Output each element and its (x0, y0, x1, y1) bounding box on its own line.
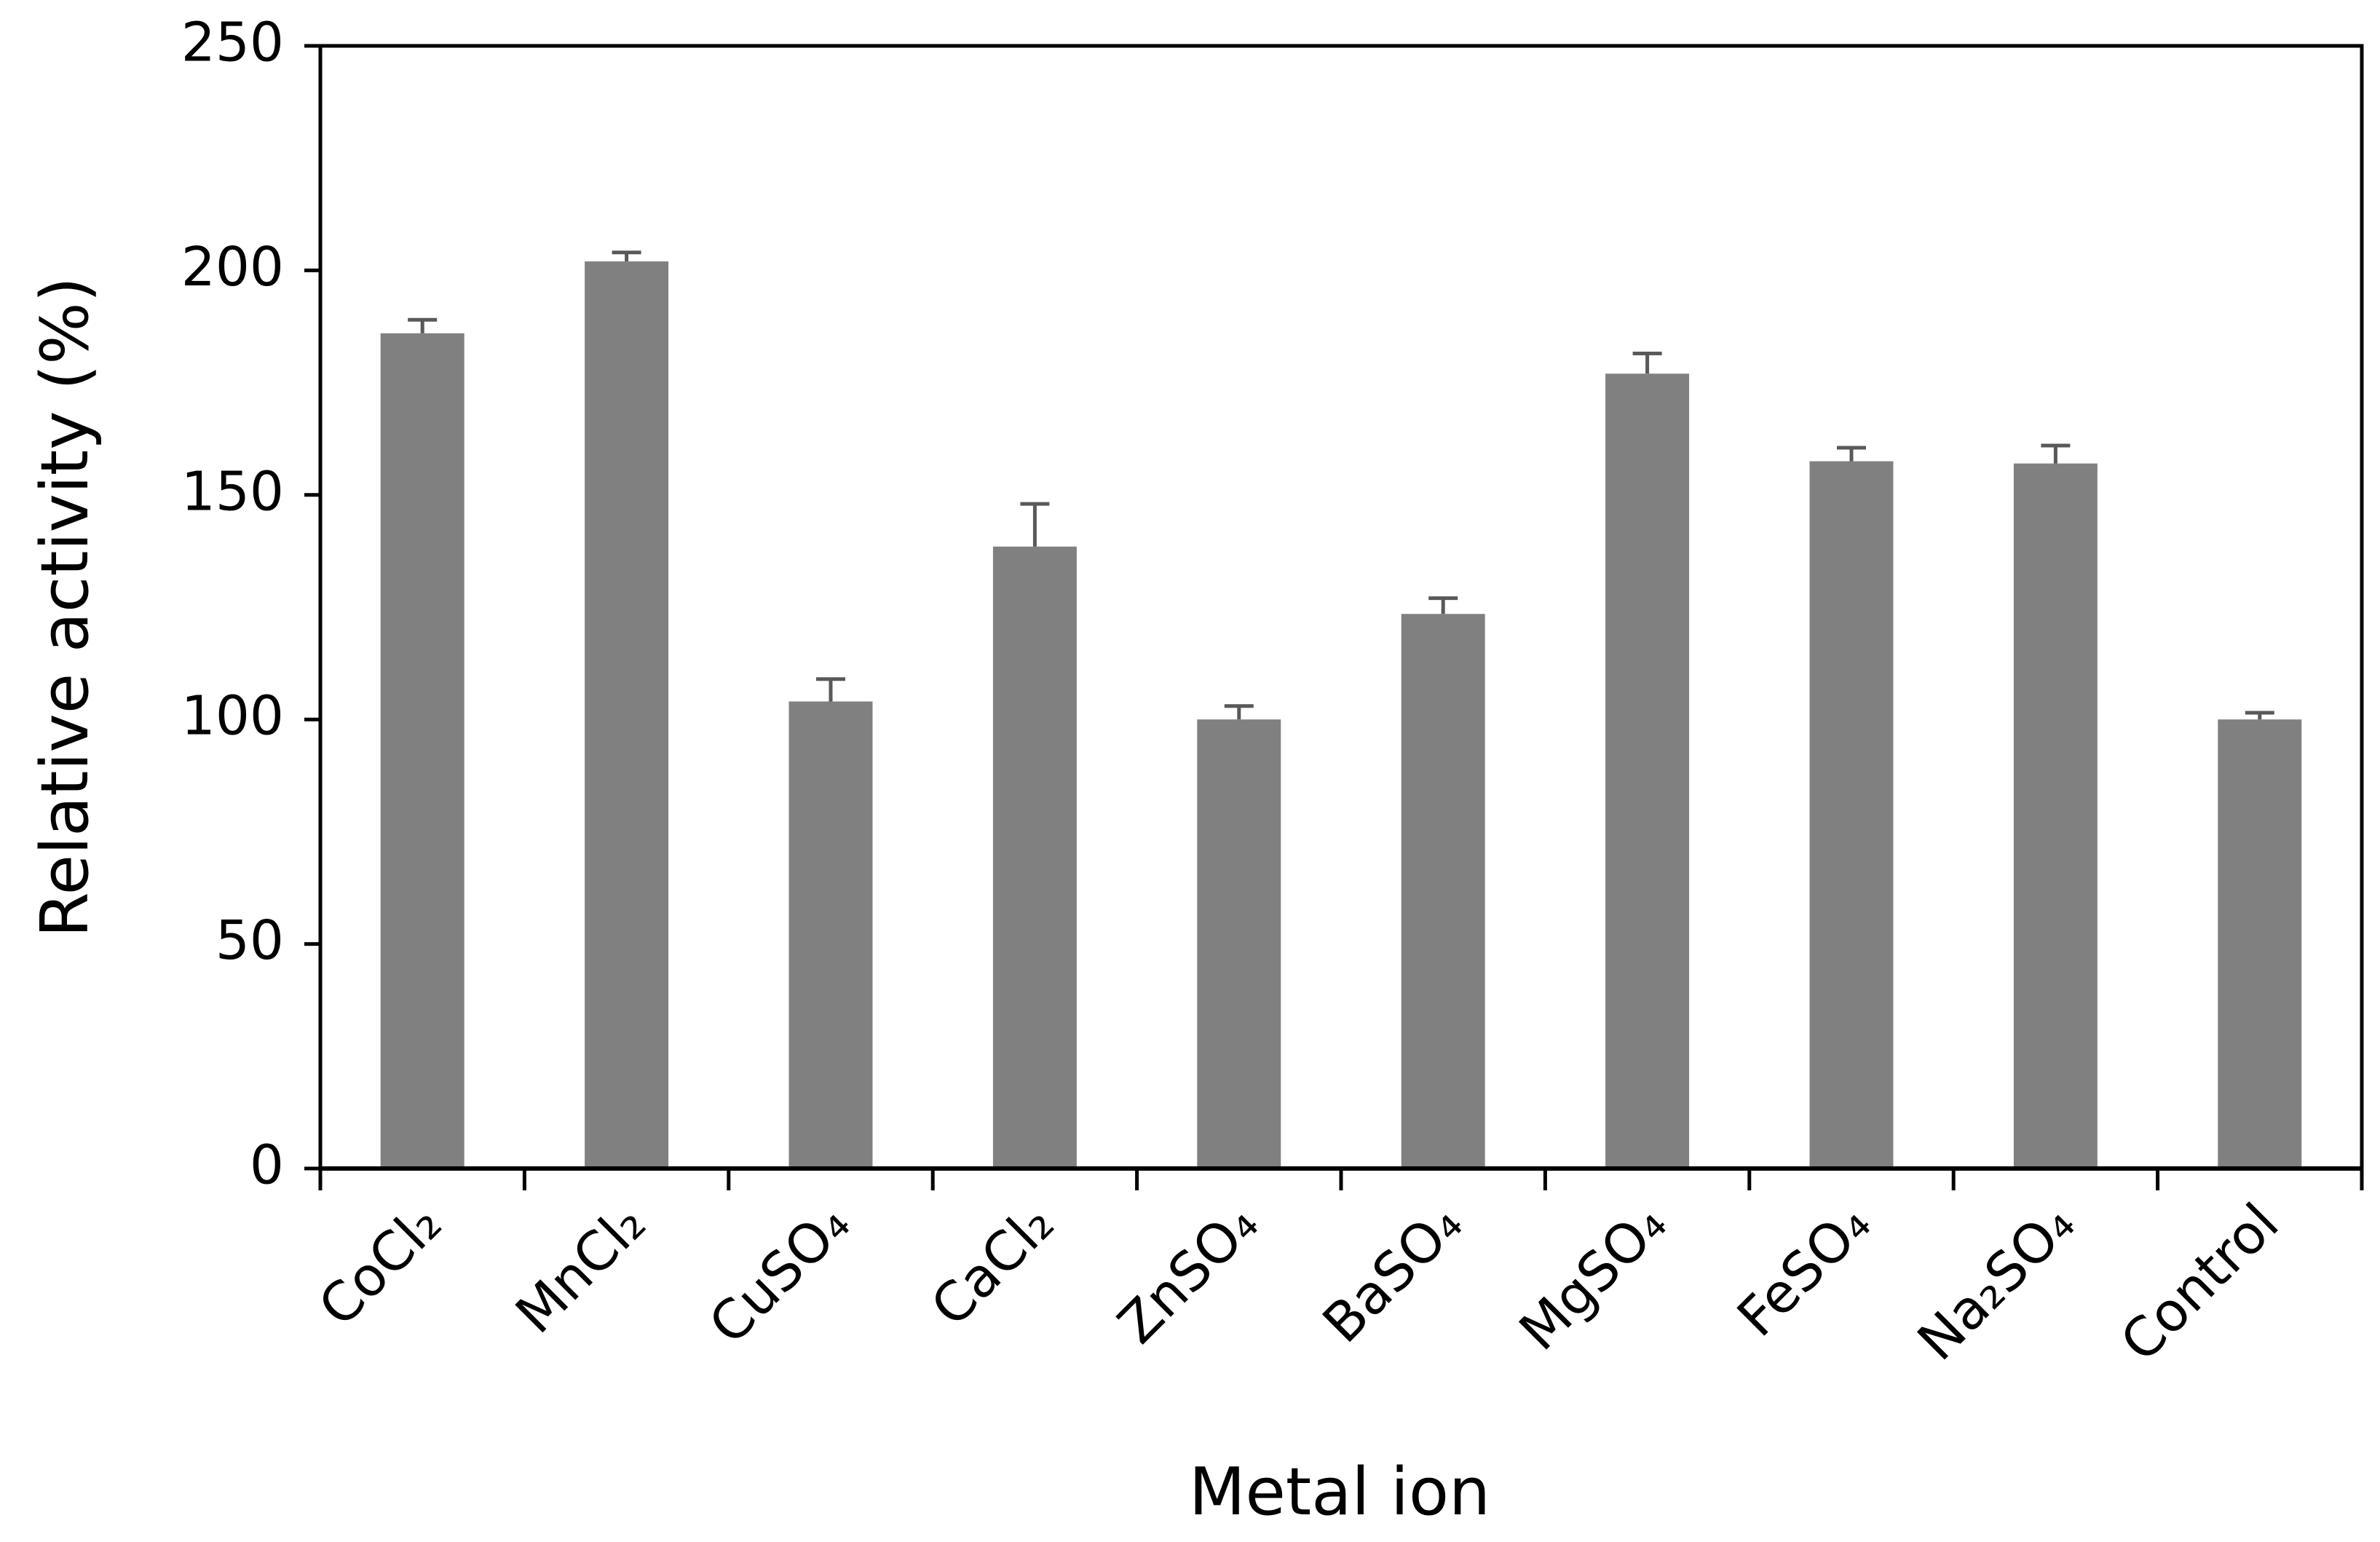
y-tick-label: 100 (181, 685, 284, 748)
y-axis-title: Relative activity (%) (27, 277, 103, 938)
x-tick-label: ZnSO₄ (1106, 1192, 1270, 1356)
x-tick-label: CuSO₄ (697, 1192, 862, 1356)
bar (992, 546, 1077, 1169)
error-bar (2245, 711, 2274, 720)
error-bar (816, 677, 845, 702)
x-tick-label: MgSO₄ (1508, 1192, 1679, 1363)
x-tick-label: CoCl₂ (307, 1192, 454, 1338)
x-tick-label: Control (2109, 1192, 2291, 1374)
bar (380, 333, 464, 1169)
bar (1197, 719, 1281, 1169)
y-tick-label: 250 (181, 12, 284, 74)
error-bar (1224, 704, 1254, 720)
error-bar (1632, 352, 1662, 374)
bar (788, 701, 873, 1169)
error-bar (1428, 596, 1458, 614)
bar (1809, 461, 1894, 1169)
y-tick-label: 150 (181, 460, 284, 523)
x-tick-label: MnCl₂ (504, 1192, 657, 1345)
x-tick-label: Na₂SO₄ (1906, 1192, 2087, 1372)
bar (1605, 373, 1690, 1169)
bar (2013, 463, 2098, 1169)
error-bar (408, 317, 438, 333)
bar (2218, 719, 2302, 1169)
x-tick-label: BaSO₄ (1311, 1192, 1474, 1355)
x-tick-label: FeSO₄ (1725, 1192, 1883, 1349)
y-tick-label: 0 (250, 1134, 284, 1197)
error-bar (612, 250, 641, 262)
error-bar (2041, 443, 2071, 464)
y-tick-label: 200 (181, 236, 284, 298)
x-axis-title: Metal ion (1189, 1454, 1490, 1530)
bar (1401, 614, 1485, 1169)
y-tick-label: 50 (216, 909, 284, 972)
error-bar (1837, 446, 1866, 462)
x-tick-label: CaCl₂ (920, 1192, 1066, 1338)
bar (585, 261, 669, 1169)
error-bar (1020, 502, 1050, 547)
